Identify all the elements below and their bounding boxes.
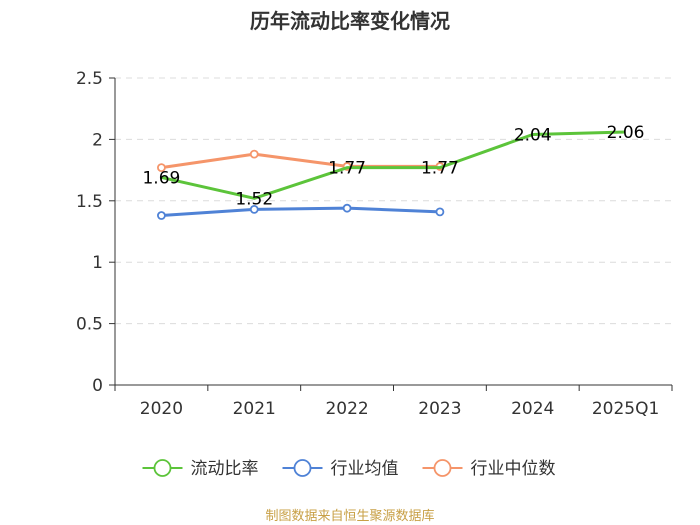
x-tick-label: 2021	[233, 399, 276, 419]
legend-label: 流动比率	[191, 459, 259, 479]
legend-marker	[153, 459, 172, 477]
y-tick-label: 0	[92, 376, 103, 396]
data-point	[157, 163, 166, 173]
y-tick-label: 2.5	[76, 69, 103, 89]
series-line	[161, 152, 440, 170]
series-line	[161, 130, 626, 200]
x-tick-label: 2025Q1	[592, 399, 659, 419]
source-note: 制图数据来自恒生聚源数据库	[265, 508, 434, 524]
data-point	[249, 204, 259, 214]
x-tick-label: 2020	[140, 399, 183, 419]
data-label: 1.77	[328, 159, 366, 179]
series-line	[161, 206, 440, 218]
legend-marker	[293, 459, 312, 477]
data-point	[249, 149, 259, 159]
data-point	[342, 203, 352, 213]
chart-title: 历年流动比率变化情况	[250, 9, 450, 33]
legend-label: 行业均值	[331, 459, 399, 479]
x-tick-label: 2022	[325, 399, 368, 419]
series-lines	[157, 130, 626, 220]
x-tick-label: 2023	[418, 399, 461, 419]
data-label: 2.06	[607, 123, 645, 143]
y-tick-label: 1	[92, 253, 103, 273]
y-tick-label: 1.5	[76, 192, 103, 212]
data-label: 1.77	[421, 159, 459, 179]
data-label: 2.04	[514, 125, 552, 145]
data-label: 1.69	[142, 168, 180, 188]
x-tick-label: 2024	[511, 399, 554, 419]
legend: 流动比率 行业均值 行业中位数	[142, 459, 556, 479]
data-point	[157, 211, 166, 220]
gridlines	[115, 77, 672, 325]
data-point	[435, 207, 445, 217]
legend-marker	[433, 459, 452, 477]
legend-label: 行业中位数	[471, 459, 556, 479]
y-tick-label: 2	[92, 130, 103, 150]
data-label: 1.52	[235, 189, 273, 209]
data-labels: 1.69 1.52 1.77 1.77 2.04 2.06	[142, 123, 644, 209]
y-tick-label: 0.5	[76, 315, 103, 335]
